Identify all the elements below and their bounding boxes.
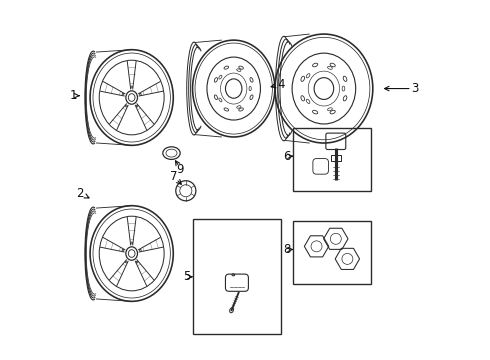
Bar bbox=[331, 156, 341, 161]
Bar bbox=[193, 220, 281, 334]
Text: 3: 3 bbox=[412, 82, 419, 95]
Text: 7: 7 bbox=[170, 170, 177, 183]
Bar bbox=[294, 128, 370, 191]
Text: 9: 9 bbox=[177, 163, 184, 176]
Text: 8: 8 bbox=[283, 243, 291, 256]
Text: 4: 4 bbox=[277, 78, 285, 91]
Text: 1: 1 bbox=[69, 89, 77, 102]
Text: 2: 2 bbox=[76, 187, 84, 200]
Text: 5: 5 bbox=[183, 270, 190, 283]
Bar bbox=[294, 221, 370, 284]
Text: 6: 6 bbox=[283, 150, 291, 163]
